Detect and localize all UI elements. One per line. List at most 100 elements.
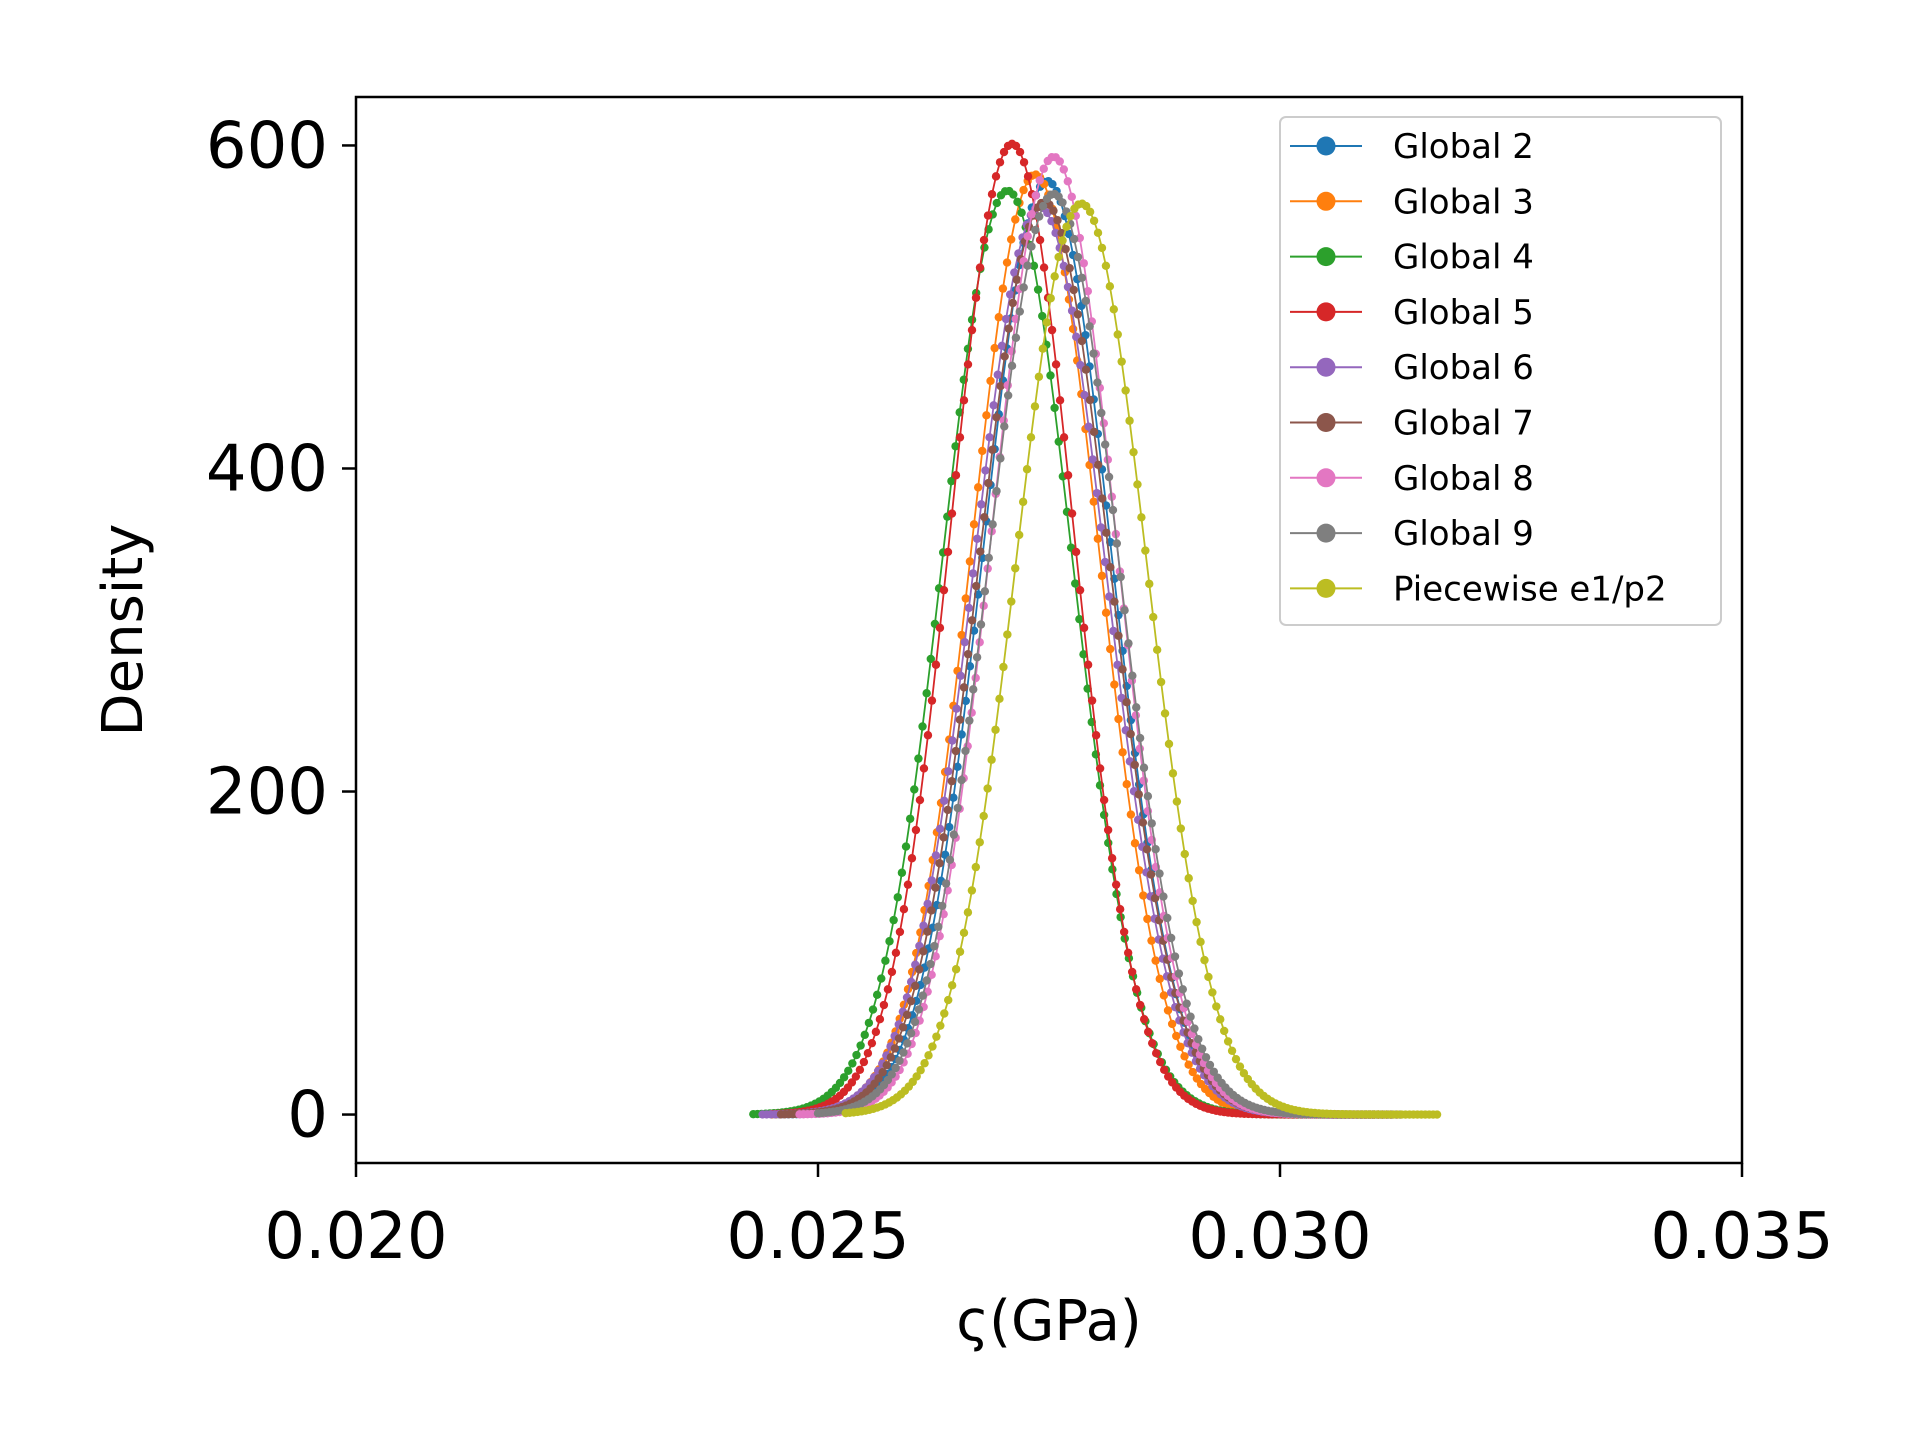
data-point xyxy=(957,775,966,785)
data-point xyxy=(934,922,943,931)
data-point xyxy=(1062,222,1071,231)
data-point xyxy=(1172,1031,1181,1041)
data-point xyxy=(976,620,986,629)
data-point xyxy=(1073,252,1083,262)
data-point xyxy=(1100,440,1110,449)
data-point xyxy=(1101,608,1111,617)
legend-entry: Global 6 xyxy=(1290,348,1534,388)
data-point xyxy=(1049,206,1058,215)
data-point xyxy=(1093,378,1102,387)
data-point xyxy=(867,1038,877,1048)
data-point xyxy=(960,637,969,647)
data-point xyxy=(1071,579,1080,588)
data-point xyxy=(851,1072,861,1081)
data-point xyxy=(1064,229,1074,239)
x-tick-label: 0.025 xyxy=(726,1200,909,1274)
data-point xyxy=(963,360,973,369)
data-point xyxy=(1058,236,1067,245)
data-point xyxy=(1097,571,1107,581)
data-point xyxy=(927,876,936,885)
data-point xyxy=(1046,371,1055,380)
data-point xyxy=(1196,937,1205,947)
data-point xyxy=(1109,305,1119,314)
data-point xyxy=(1117,357,1126,366)
legend: Global 2 Global 3 Global 4 Global 5 Global 6… xyxy=(1279,116,1722,626)
data-point xyxy=(848,1059,857,1068)
data-point xyxy=(935,824,945,834)
data-point xyxy=(915,795,925,805)
data-point xyxy=(992,413,1001,422)
data-point xyxy=(996,381,1005,391)
data-point xyxy=(1000,422,1009,431)
data-point xyxy=(1038,344,1048,353)
legend-marker xyxy=(1316,247,1336,267)
data-point xyxy=(1208,988,1217,997)
data-point xyxy=(971,581,981,591)
data-point xyxy=(844,1066,853,1076)
data-point xyxy=(878,1068,887,1077)
data-point xyxy=(941,879,951,888)
data-point xyxy=(1163,913,1172,923)
data-point xyxy=(994,313,1003,322)
data-point xyxy=(1014,530,1024,540)
data-point xyxy=(872,990,882,1000)
data-point xyxy=(927,970,936,980)
data-point xyxy=(1010,268,1019,277)
legend-marker xyxy=(1316,523,1336,543)
data-point xyxy=(964,603,974,613)
data-point xyxy=(1122,780,1131,789)
data-point xyxy=(947,509,957,518)
data-point xyxy=(1216,1015,1225,1024)
data-point xyxy=(955,947,965,956)
data-point xyxy=(1114,631,1123,640)
legend-entry: Global 3 xyxy=(1290,182,1534,222)
data-point xyxy=(1184,1060,1193,1069)
series-piecewise-e1-p2 xyxy=(841,199,1442,1119)
data-point xyxy=(1131,985,1141,994)
data-point xyxy=(1080,390,1089,400)
data-point xyxy=(847,1078,857,1087)
legend-label: Global 5 xyxy=(1393,293,1534,333)
data-point xyxy=(943,805,952,815)
data-point xyxy=(1116,572,1125,582)
data-point xyxy=(1099,795,1109,805)
data-point xyxy=(1115,905,1125,914)
data-point xyxy=(1059,165,1068,174)
data-point xyxy=(1002,258,1012,267)
data-point xyxy=(979,811,988,821)
data-point xyxy=(930,941,939,951)
data-point xyxy=(959,683,969,692)
data-point xyxy=(1164,1072,1173,1081)
data-point xyxy=(891,1063,900,1073)
data-point xyxy=(991,725,1000,734)
legend-entry: Global 9 xyxy=(1290,514,1534,554)
data-point xyxy=(887,1070,896,1079)
data-point xyxy=(996,454,1005,463)
data-point xyxy=(1077,273,1087,283)
data-point xyxy=(899,905,909,914)
data-point xyxy=(1188,1067,1197,1077)
data-point xyxy=(1102,528,1111,537)
data-point xyxy=(1147,819,1156,828)
data-point xyxy=(1139,1014,1149,1024)
data-point xyxy=(1176,824,1186,833)
data-point xyxy=(1075,585,1085,595)
data-point xyxy=(855,1065,865,1074)
data-point xyxy=(1141,546,1150,555)
data-point xyxy=(940,1009,949,1018)
data-point xyxy=(915,965,924,974)
legend-label: Global 9 xyxy=(1393,514,1534,554)
data-point xyxy=(987,190,997,199)
data-point xyxy=(935,859,944,868)
data-point xyxy=(1081,365,1091,374)
data-point xyxy=(1147,1038,1157,1048)
data-point xyxy=(1100,557,1110,567)
data-point xyxy=(1019,283,1028,292)
data-point xyxy=(961,594,970,603)
legend-label: Piecewise e1/p2 xyxy=(1393,569,1667,609)
data-point xyxy=(1019,185,1028,195)
data-point xyxy=(1017,208,1026,217)
data-point xyxy=(1015,147,1025,157)
data-point xyxy=(1159,991,1169,1000)
data-point xyxy=(1143,914,1152,924)
